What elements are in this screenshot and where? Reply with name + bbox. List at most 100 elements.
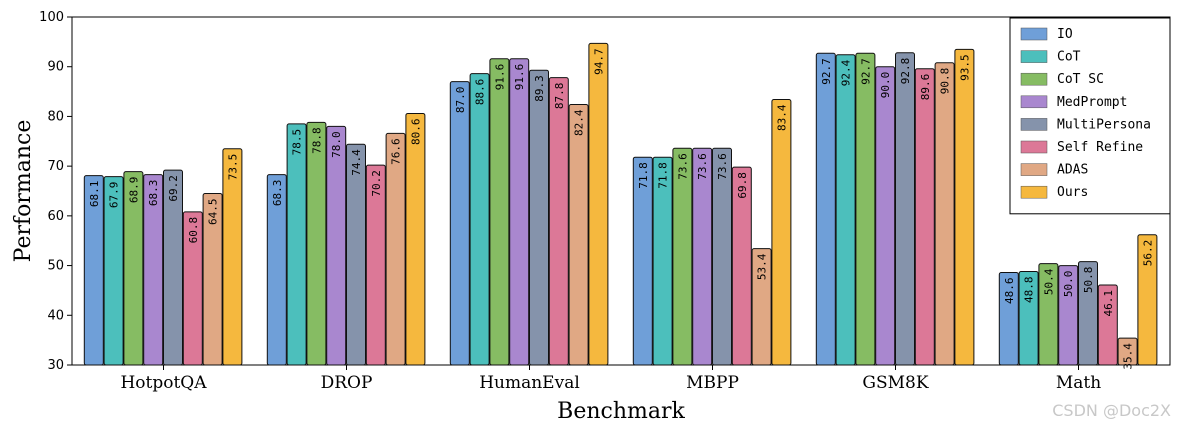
bar-medprompt-mbpp (692, 147, 713, 366)
bar-ours-gsm8k (954, 48, 975, 366)
bar-cot-sc-mbpp (672, 147, 693, 366)
bar-value-label: 69.8 (736, 172, 749, 199)
bar-value-label: 50.0 (1062, 271, 1075, 298)
bar-io-drop (266, 174, 287, 366)
bars-group: 68.1 67.9 68.9 68.3 69.2 60.8 64.5 73.5 68.3 78.5… (83, 42, 1158, 370)
legend-label: IO (1057, 27, 1073, 42)
bar-value-label: 88.6 (474, 79, 487, 106)
y-tick-label: 40 (47, 308, 64, 323)
bar-value-label: 91.6 (493, 64, 506, 90)
bar-self-refine-hotpotqa (182, 211, 203, 366)
bar-value-label: 89.6 (919, 74, 932, 101)
legend-swatch (1020, 140, 1048, 154)
bar-multipersona-humaneval (529, 69, 549, 366)
bar-cot-humaneval (469, 73, 490, 366)
x-tick-label: GSM8K (862, 373, 928, 393)
legend-label: MedPrompt (1057, 95, 1127, 110)
bar-multipersona-mbpp (712, 147, 732, 366)
y-tick-label: 80 (47, 109, 64, 124)
bar-cot-sc-hotpotqa (123, 171, 144, 366)
bar-medprompt-hotpotqa (143, 174, 164, 366)
bar-io-gsm8k (815, 52, 836, 366)
bar-value-label: 50.8 (1082, 267, 1095, 294)
bar-self-refine-math (1097, 284, 1118, 366)
bar-cot-hotpotqa (103, 176, 124, 366)
bar-medprompt-gsm8k (875, 66, 896, 366)
x-tick-label: Math (1056, 373, 1101, 393)
bar-cot-drop (286, 123, 307, 366)
bar-medprompt-drop (326, 125, 347, 366)
y-tick-label: 30 (47, 358, 64, 373)
bar-value-label: 64.5 (207, 198, 220, 225)
y-tick-label: 60 (47, 209, 64, 224)
bar-value-label: 73.6 (696, 153, 709, 180)
y-tick-label: 100 (39, 10, 64, 25)
bar-adas-math (1117, 337, 1138, 366)
bar-value-label: 82.4 (573, 109, 586, 136)
bar-cot-sc-math (1038, 263, 1059, 366)
bar-multipersona-hotpotqa (163, 169, 183, 366)
bar-value-label: 46.1 (1102, 290, 1115, 317)
legend-label: CoT SC (1057, 72, 1104, 87)
bar-value-label: 91.6 (513, 64, 526, 90)
bar-value-label: 92.8 (899, 58, 912, 84)
bar-io-hotpotqa (83, 175, 104, 366)
bar-adas-hotpotqa (202, 192, 223, 366)
bar-value-label: 60.8 (187, 217, 200, 244)
legend-swatch (1020, 163, 1048, 176)
bar-value-label: 78.8 (310, 127, 323, 154)
bar-multipersona-gsm8k (895, 52, 915, 366)
bar-value-label: 89.3 (533, 75, 546, 102)
bar-cot-mbpp (652, 156, 673, 366)
bar-value-label: 92.4 (840, 59, 853, 86)
bar-value-label: 90.0 (879, 72, 892, 99)
bar-value-label: 74.4 (350, 149, 363, 176)
bar-ours-math (1137, 234, 1158, 366)
bar-medprompt-math (1058, 265, 1079, 366)
bar-value-label: 90.8 (939, 68, 952, 95)
legend-label: Self Refine (1057, 140, 1143, 155)
bar-value-label: 83.4 (775, 104, 788, 131)
bar-io-mbpp (632, 156, 653, 366)
bar-adas-gsm8k (934, 62, 955, 366)
bar-adas-mbpp (751, 248, 772, 366)
bar-self-refine-drop (365, 164, 386, 366)
bar-ours-mbpp (771, 99, 792, 366)
watermark: CSDN @Doc2X (1052, 401, 1171, 420)
bar-value-label: 70.2 (370, 170, 383, 197)
bar-value-label: 48.6 (1003, 278, 1016, 305)
bar-value-label: 68.3 (271, 180, 284, 207)
legend-box (1009, 17, 1171, 215)
bar-value-label: 71.8 (657, 162, 670, 189)
x-tick-label: DROP (321, 373, 373, 393)
bar-value-label: 48.8 (1023, 277, 1036, 304)
bar-cot-sc-drop (306, 121, 327, 366)
legend-swatch (1020, 72, 1048, 86)
legend-label: CoT (1057, 50, 1081, 65)
bar-self-refine-mbpp (731, 166, 752, 366)
bar-multipersona-drop (346, 143, 366, 366)
bar-value-label: 73.6 (716, 153, 729, 180)
bar-self-refine-gsm8k (914, 68, 935, 366)
legend-label: ADAS (1057, 163, 1088, 178)
bar-io-humaneval (449, 81, 470, 366)
y-tick-label: 90 (47, 60, 64, 75)
bar-value-label: 87.8 (553, 83, 566, 110)
bar-value-label: 80.6 (409, 118, 422, 144)
bar-value-label: 87.0 (454, 87, 467, 114)
x-tick-label: MBPP (686, 373, 739, 393)
legend-swatch (1020, 27, 1048, 41)
legend-label: MultiPersona (1057, 117, 1151, 132)
bar-value-label: 68.1 (88, 181, 101, 208)
bar-value-label: 53.4 (756, 253, 769, 280)
x-axis-title: Benchmark (557, 399, 685, 424)
y-axis: 30 40 50 60 70 80 90 100 (39, 10, 72, 373)
bar-value-label: 67.9 (108, 182, 121, 209)
bar-value-label: 94.7 (592, 48, 605, 75)
bar-value-label: 92.7 (820, 58, 833, 85)
bar-ours-humaneval (588, 42, 609, 366)
bar-value-label: 73.6 (676, 153, 689, 180)
legend-swatch (1020, 185, 1048, 199)
bar-value-label: 73.5 (226, 154, 239, 181)
legend-label: Ours (1057, 185, 1088, 200)
